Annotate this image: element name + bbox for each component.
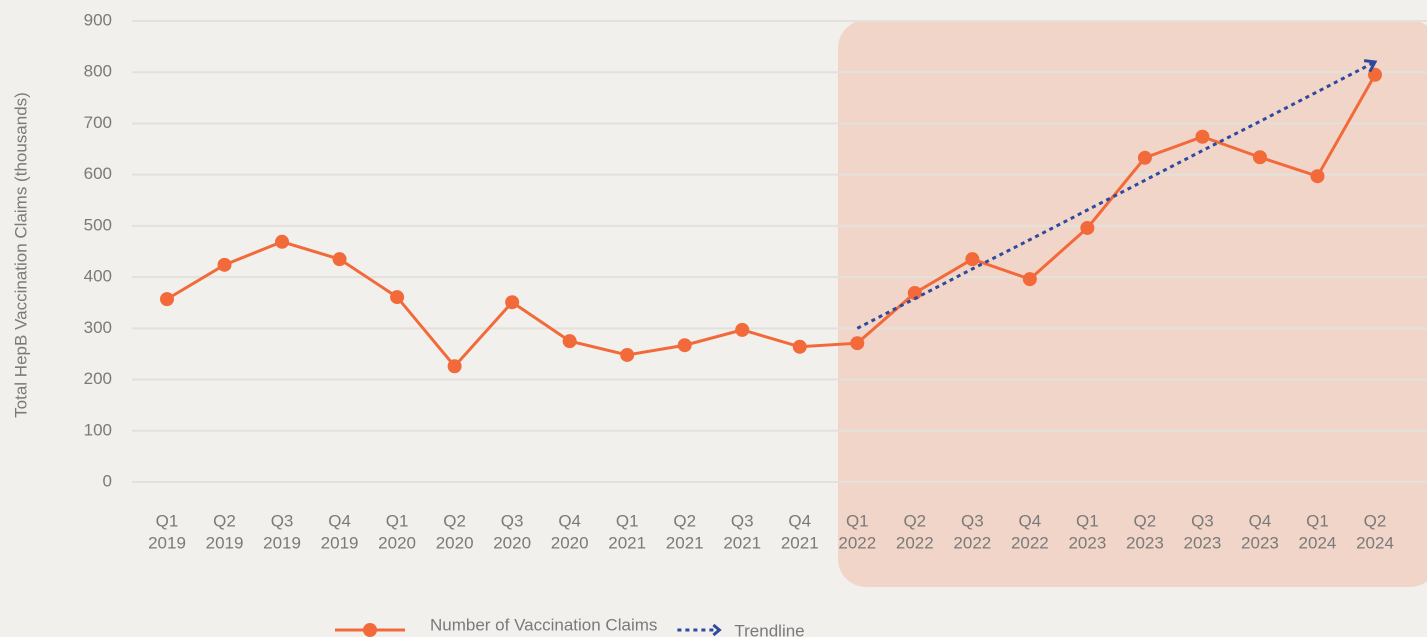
y-tick-label: 800 [84, 62, 112, 81]
y-tick-label: 200 [84, 369, 112, 388]
y-tick-label: 400 [84, 267, 112, 286]
series-line [856, 60, 1376, 330]
x-tick-label: 2020 [378, 533, 416, 552]
y-tick-label: 300 [84, 318, 112, 337]
x-tick-label: Q2 [443, 511, 466, 530]
x-tick-label: Q1 [616, 511, 639, 530]
data-point [735, 322, 750, 337]
x-tick-label: Q1 [1306, 511, 1329, 530]
x-tick-label: 2019 [263, 533, 301, 552]
y-axis-title: Total HepB Vaccination Claims (thousands… [11, 92, 30, 418]
y-tick-label: 600 [84, 164, 112, 183]
x-tick-label: Q3 [1191, 511, 1214, 530]
x-tick-label: 2019 [206, 533, 244, 552]
x-tick-label: 2019 [148, 533, 186, 552]
x-tick-label: Q3 [501, 511, 524, 530]
x-tick-label: Q4 [1019, 511, 1042, 530]
x-tick-label: 2019 [321, 533, 359, 552]
data-point [850, 336, 865, 351]
series-line [166, 74, 1377, 369]
data-point [1137, 150, 1152, 165]
data-point [275, 234, 290, 249]
data-point [160, 292, 174, 307]
grid [132, 20, 1427, 483]
x-tick-label: Q4 [558, 511, 581, 530]
x-tick-label: Q2 [213, 511, 236, 530]
x-tick-label: Q3 [271, 511, 294, 530]
x-tick-label: 2024 [1299, 533, 1337, 552]
data-point [1252, 150, 1267, 165]
data-point [505, 295, 520, 310]
legend-swatch-arrow [712, 623, 722, 637]
y-tick-label: 900 [84, 10, 112, 29]
x-tick-label: Q3 [961, 511, 984, 530]
data-point [1195, 129, 1210, 144]
x-tick-label: Q2 [673, 511, 696, 530]
x-tick-label: 2020 [493, 533, 531, 552]
data-point [1080, 220, 1095, 235]
data-point [332, 252, 347, 267]
x-tick-label: Q2 [1134, 511, 1157, 530]
x-tick-label: 2022 [1011, 533, 1049, 552]
x-tick-label: 2024 [1356, 533, 1394, 552]
data-point [217, 257, 232, 272]
legend-label: Number of Vaccination Claims [430, 615, 657, 634]
x-tick-label: 2021 [781, 533, 819, 552]
y-tick-label: 500 [84, 215, 112, 234]
x-tick-label: 2021 [723, 533, 761, 552]
x-tick-label: 2021 [608, 533, 646, 552]
data-point [907, 285, 922, 300]
x-tick-label: Q2 [903, 511, 926, 530]
x-tick-label: Q4 [788, 511, 811, 530]
x-tick-label: 2023 [1184, 533, 1222, 552]
y-tick-label: 0 [103, 471, 112, 490]
x-tick-label: 2021 [666, 533, 704, 552]
x-tick-label: Q1 [1076, 511, 1099, 530]
x-tick-label: 2022 [838, 533, 876, 552]
x-tick-label: 2020 [436, 533, 474, 552]
x-tick-label: Q3 [731, 511, 754, 530]
x-tick-label: 2020 [551, 533, 589, 552]
x-tick-label: Q1 [846, 511, 869, 530]
data-point [390, 290, 405, 305]
trend-arrowhead [1363, 59, 1378, 73]
x-tick-label: Q1 [156, 511, 179, 530]
highlight-region [838, 20, 1427, 587]
x-tick-label: 2023 [1126, 533, 1164, 552]
data-point [965, 252, 980, 267]
x-tick-label: 2022 [953, 533, 991, 552]
x-tick-label: Q4 [328, 511, 351, 530]
data-point [1022, 272, 1037, 287]
y-tick-label: 100 [84, 420, 112, 439]
x-tick-label: Q1 [386, 511, 409, 530]
data-point [447, 359, 462, 374]
data-point [562, 334, 577, 349]
x-tick-label: 2023 [1241, 533, 1279, 552]
legend-label: Trendline [734, 621, 804, 637]
data-point [1310, 169, 1325, 184]
x-tick-label: 2023 [1068, 533, 1106, 552]
y-tick-label: 700 [84, 113, 112, 132]
data-point [620, 347, 635, 362]
x-tick-label: Q2 [1364, 511, 1387, 530]
legend-swatch-marker [363, 623, 377, 637]
data-point [792, 339, 807, 354]
data-point [677, 338, 692, 353]
x-tick-label: Q4 [1249, 511, 1272, 530]
x-tick-label: 2022 [896, 533, 934, 552]
